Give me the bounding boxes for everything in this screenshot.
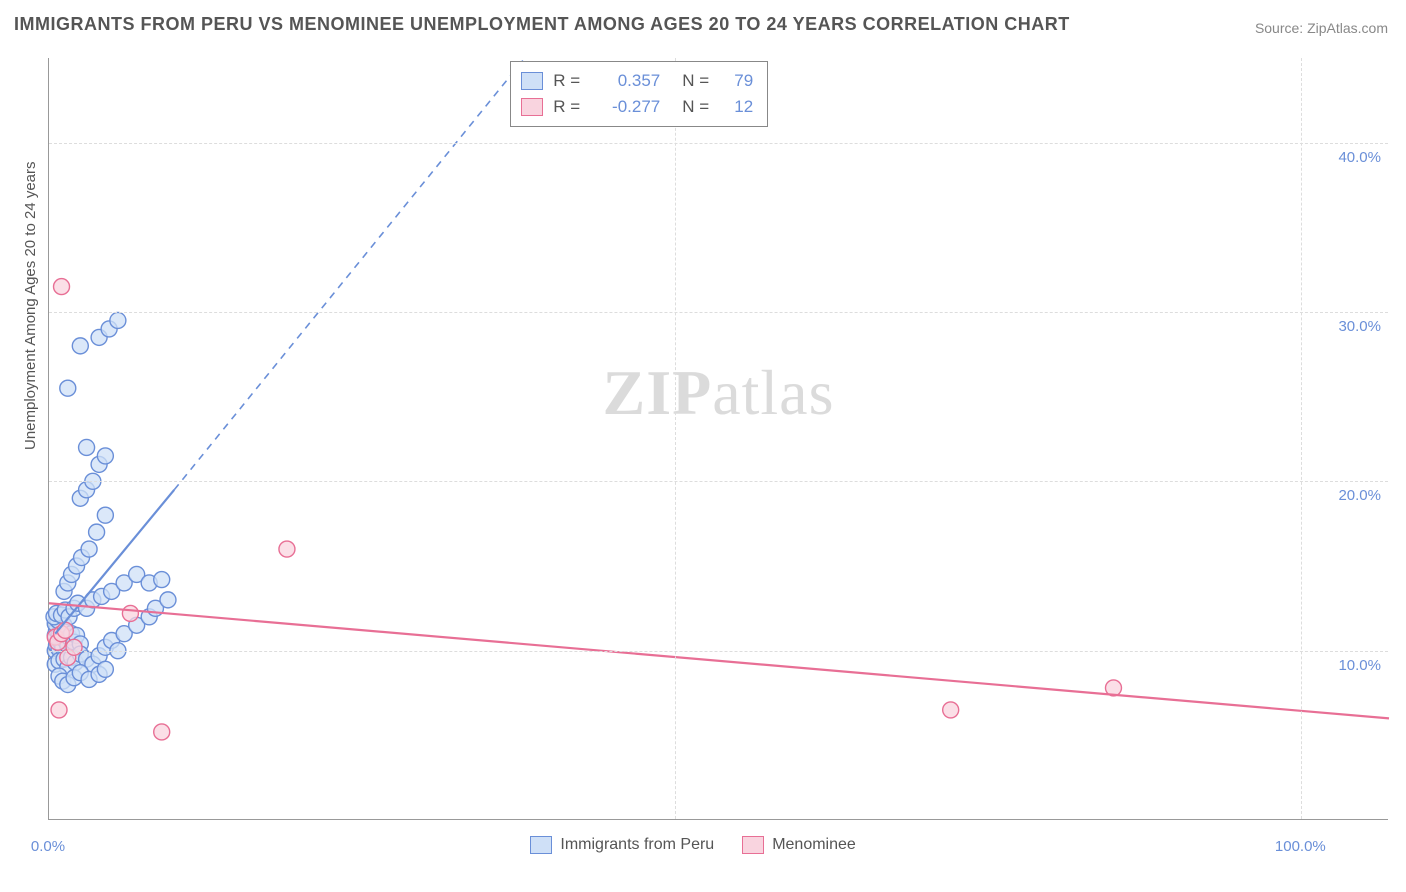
legend-r-value: -0.277 (590, 97, 660, 117)
gridline-vertical (1301, 58, 1302, 819)
gridline-horizontal (49, 143, 1388, 144)
y-tick-label: 10.0% (1321, 657, 1381, 674)
gridline-horizontal (49, 481, 1388, 482)
legend-row: R = 0.357 N = 79 (521, 68, 753, 94)
source-attribution: Source: ZipAtlas.com (1255, 20, 1388, 36)
data-point (279, 541, 295, 557)
data-point (89, 524, 105, 540)
data-point (79, 439, 95, 455)
data-point (97, 448, 113, 464)
gridline-horizontal (49, 312, 1388, 313)
gridline-vertical (675, 58, 676, 819)
data-point (154, 572, 170, 588)
legend-swatch (521, 98, 543, 116)
chart-container: IMMIGRANTS FROM PERU VS MENOMINEE UNEMPL… (0, 0, 1406, 892)
y-tick-label: 20.0% (1321, 487, 1381, 504)
legend-n-label: N = (682, 97, 709, 117)
legend-item: Menominee (742, 836, 856, 854)
y-tick-label: 40.0% (1321, 149, 1381, 166)
data-point (54, 279, 70, 295)
data-point (122, 605, 138, 621)
data-point (60, 380, 76, 396)
data-point (81, 541, 97, 557)
data-point (57, 622, 73, 638)
legend-text: Menominee (772, 836, 856, 854)
data-point (160, 592, 176, 608)
trend-line (49, 603, 1389, 718)
plot-area: ZIPatlas 10.0%20.0%30.0%40.0% (48, 58, 1388, 820)
x-tick-label: 100.0% (1260, 838, 1340, 855)
data-point (97, 507, 113, 523)
data-point (154, 724, 170, 740)
legend-swatch (521, 72, 543, 90)
legend-n-value: 79 (719, 71, 753, 91)
legend-r-label: R = (553, 97, 580, 117)
legend-r-value: 0.357 (590, 71, 660, 91)
legend-r-label: R = (553, 71, 580, 91)
data-point (97, 661, 113, 677)
legend-text: Immigrants from Peru (560, 836, 714, 854)
data-point (943, 702, 959, 718)
legend-swatch (742, 836, 764, 854)
gridline-horizontal (49, 651, 1388, 652)
y-axis-label: Unemployment Among Ages 20 to 24 years (22, 161, 39, 450)
chart-title: IMMIGRANTS FROM PERU VS MENOMINEE UNEMPL… (14, 14, 1070, 35)
y-tick-label: 30.0% (1321, 318, 1381, 335)
correlation-legend: R = 0.357 N = 79 R = -0.277 N = 12 (510, 61, 768, 127)
data-point (66, 639, 82, 655)
data-point (72, 338, 88, 354)
legend-row: R = -0.277 N = 12 (521, 94, 753, 120)
plot-svg (49, 58, 1389, 820)
data-point (51, 702, 67, 718)
legend-item: Immigrants from Peru (530, 836, 714, 854)
data-point (110, 312, 126, 328)
legend-swatch (530, 836, 552, 854)
series-legend: Immigrants from Peru Menominee (530, 836, 855, 854)
trend-line-extrapolated (174, 58, 525, 490)
legend-n-label: N = (682, 71, 709, 91)
legend-n-value: 12 (719, 97, 753, 117)
x-tick-label: 0.0% (8, 838, 88, 855)
